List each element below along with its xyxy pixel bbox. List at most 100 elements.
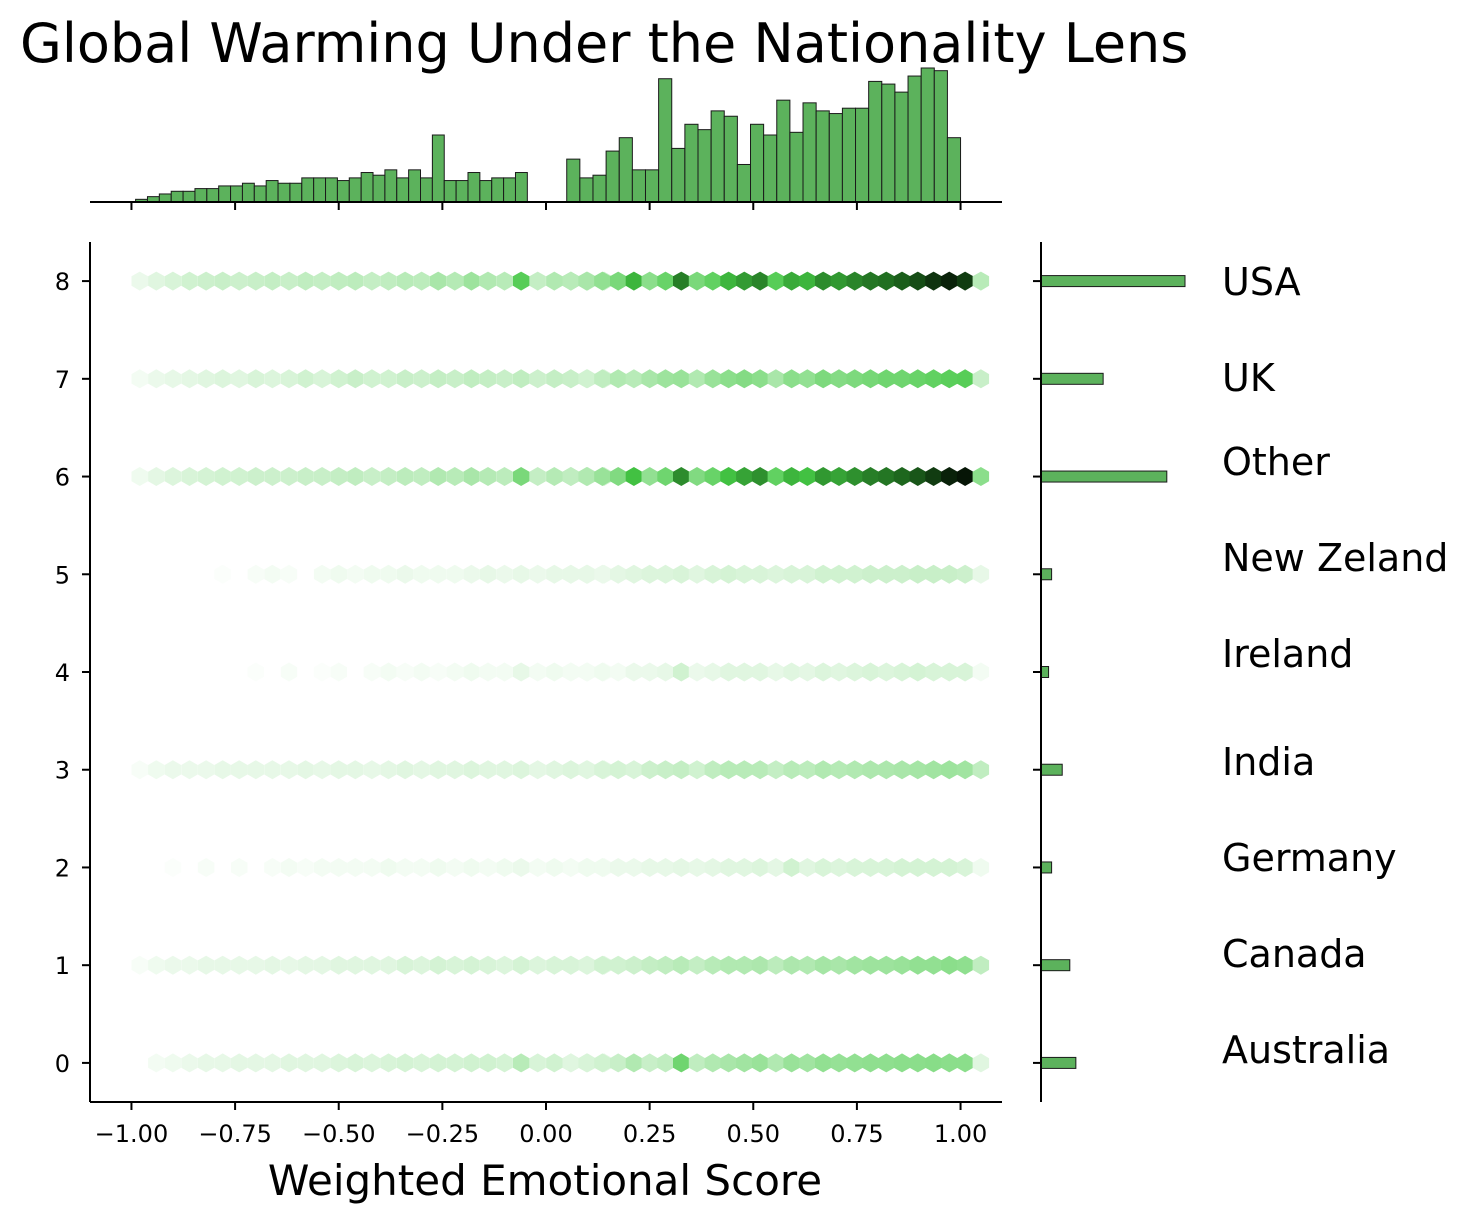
hexbin-cell	[330, 467, 347, 486]
hexbin-cell	[956, 271, 974, 291]
top-histogram-bar	[605, 150, 620, 203]
hexbin-cell	[463, 662, 480, 682]
hexbin-cell	[562, 955, 580, 975]
hexbin-cell	[197, 955, 215, 975]
top-marginal-histogram	[135, 67, 962, 203]
x-tick-label: 0.50	[727, 1120, 780, 1148]
hexbin-cell	[380, 760, 397, 780]
hexbin-cell	[247, 760, 264, 780]
hexbin-cell	[610, 564, 627, 584]
hexbin-cell	[594, 467, 611, 486]
hexbin-cell	[972, 564, 990, 584]
hexbin-cell	[380, 564, 397, 584]
hexbin-cell	[657, 662, 674, 682]
top-histogram-bar	[828, 113, 843, 203]
hexbin-cell	[479, 662, 497, 682]
hexbin-cell	[330, 760, 347, 780]
hexbin-cell	[878, 955, 895, 975]
x-tick-label: −0.75	[198, 1120, 272, 1148]
hexbin-cell	[297, 271, 314, 291]
right-histogram-bar	[1040, 470, 1168, 483]
hexbin-cell	[430, 564, 447, 584]
hexbin-cell	[562, 467, 580, 486]
hexbin-cell	[214, 760, 231, 780]
hexbin-cell	[280, 271, 298, 291]
hexbin-cell	[720, 955, 737, 975]
hexbin-cell	[347, 1053, 364, 1073]
hexbin-cell	[546, 760, 563, 780]
hexbin-cell	[164, 271, 182, 291]
hexbin-cell	[247, 564, 264, 584]
top-histogram-bar	[946, 137, 962, 203]
hexbin-cell	[972, 1053, 990, 1073]
hexbin-cell	[783, 858, 800, 877]
hexbin-cell	[313, 467, 331, 486]
hexbin-cell	[720, 662, 737, 682]
hexbin-cell	[972, 467, 990, 486]
hexbin-cell	[512, 467, 530, 486]
hexbin-cell	[529, 662, 546, 682]
hexbin-cell	[878, 467, 895, 486]
hexbin-cell	[815, 760, 832, 780]
hexbin-cell	[594, 564, 611, 584]
hexbin-cell	[720, 271, 737, 291]
x-axis-ticks: −1.00 −0.75 −0.50 −0.25 0.00 0.25 0.50 0.75 1.00	[95, 1102, 987, 1148]
hexbin-cell	[736, 955, 753, 975]
top-histogram-bar	[579, 177, 594, 203]
hexbin-cell	[610, 271, 627, 291]
hexbin-cell	[413, 955, 430, 975]
hexbin-cell	[380, 955, 397, 975]
hexbin-cell	[641, 858, 658, 877]
hexbin-cell	[131, 955, 148, 975]
hexbin-cell	[830, 760, 848, 780]
top-histogram-bar	[710, 110, 725, 203]
hexbin-cell	[783, 662, 800, 682]
hexbin-cell	[673, 955, 690, 975]
top-histogram-ticks	[130, 202, 962, 210]
hexbin-cell	[830, 858, 848, 877]
hexbin-cell	[846, 1053, 863, 1073]
hexbin-cell	[815, 662, 832, 682]
hexbin-cell	[893, 662, 911, 682]
hexbin-cell	[799, 1053, 816, 1073]
top-histogram-bar	[631, 169, 646, 203]
hexbin-cell	[363, 564, 381, 584]
hexbin-cell	[878, 564, 895, 584]
top-histogram-bar	[408, 169, 422, 203]
hexbin-cell	[956, 662, 974, 682]
hexbin-cell	[673, 564, 690, 584]
hexbin-cell	[214, 467, 231, 486]
hexbin-cell	[925, 760, 942, 780]
hexbin-cell	[280, 1053, 298, 1073]
hexbin-cell	[231, 369, 248, 389]
hexbin-cell	[413, 662, 430, 682]
hexbin-cell	[479, 369, 497, 389]
top-histogram-bar	[644, 169, 660, 203]
top-histogram-bar	[289, 182, 303, 203]
hexbin-cell	[578, 369, 595, 389]
hexbin-cell	[956, 467, 974, 486]
hexbin-cell	[862, 955, 879, 975]
hexbin-cell	[363, 271, 381, 291]
hexbin-cell	[297, 955, 314, 975]
hexbin-cell	[657, 955, 674, 975]
hexbin-cell	[783, 955, 800, 975]
hexbin-cell	[430, 271, 447, 291]
hexbin-cell	[972, 662, 990, 682]
top-histogram-bar	[241, 182, 255, 203]
hexbin-plot-area	[131, 271, 990, 1073]
chart-title: Global Warming Under the Nationality Len…	[20, 12, 1188, 75]
hexbin-cell	[131, 271, 148, 291]
hexbin-cell	[280, 760, 298, 780]
hexbin-cell	[673, 369, 690, 389]
y-tick-label: 1	[55, 952, 70, 980]
hexbin-cell	[463, 955, 480, 975]
right-histogram-bar	[1040, 568, 1053, 581]
hexbin-cell	[846, 271, 863, 291]
hexbin-cell	[430, 760, 447, 780]
country-label: UK	[1222, 356, 1276, 400]
hexbin-cell	[625, 369, 643, 389]
hexbin-cell	[446, 760, 463, 780]
hexbin-cell	[264, 369, 281, 389]
hexbin-cell	[720, 1053, 737, 1073]
